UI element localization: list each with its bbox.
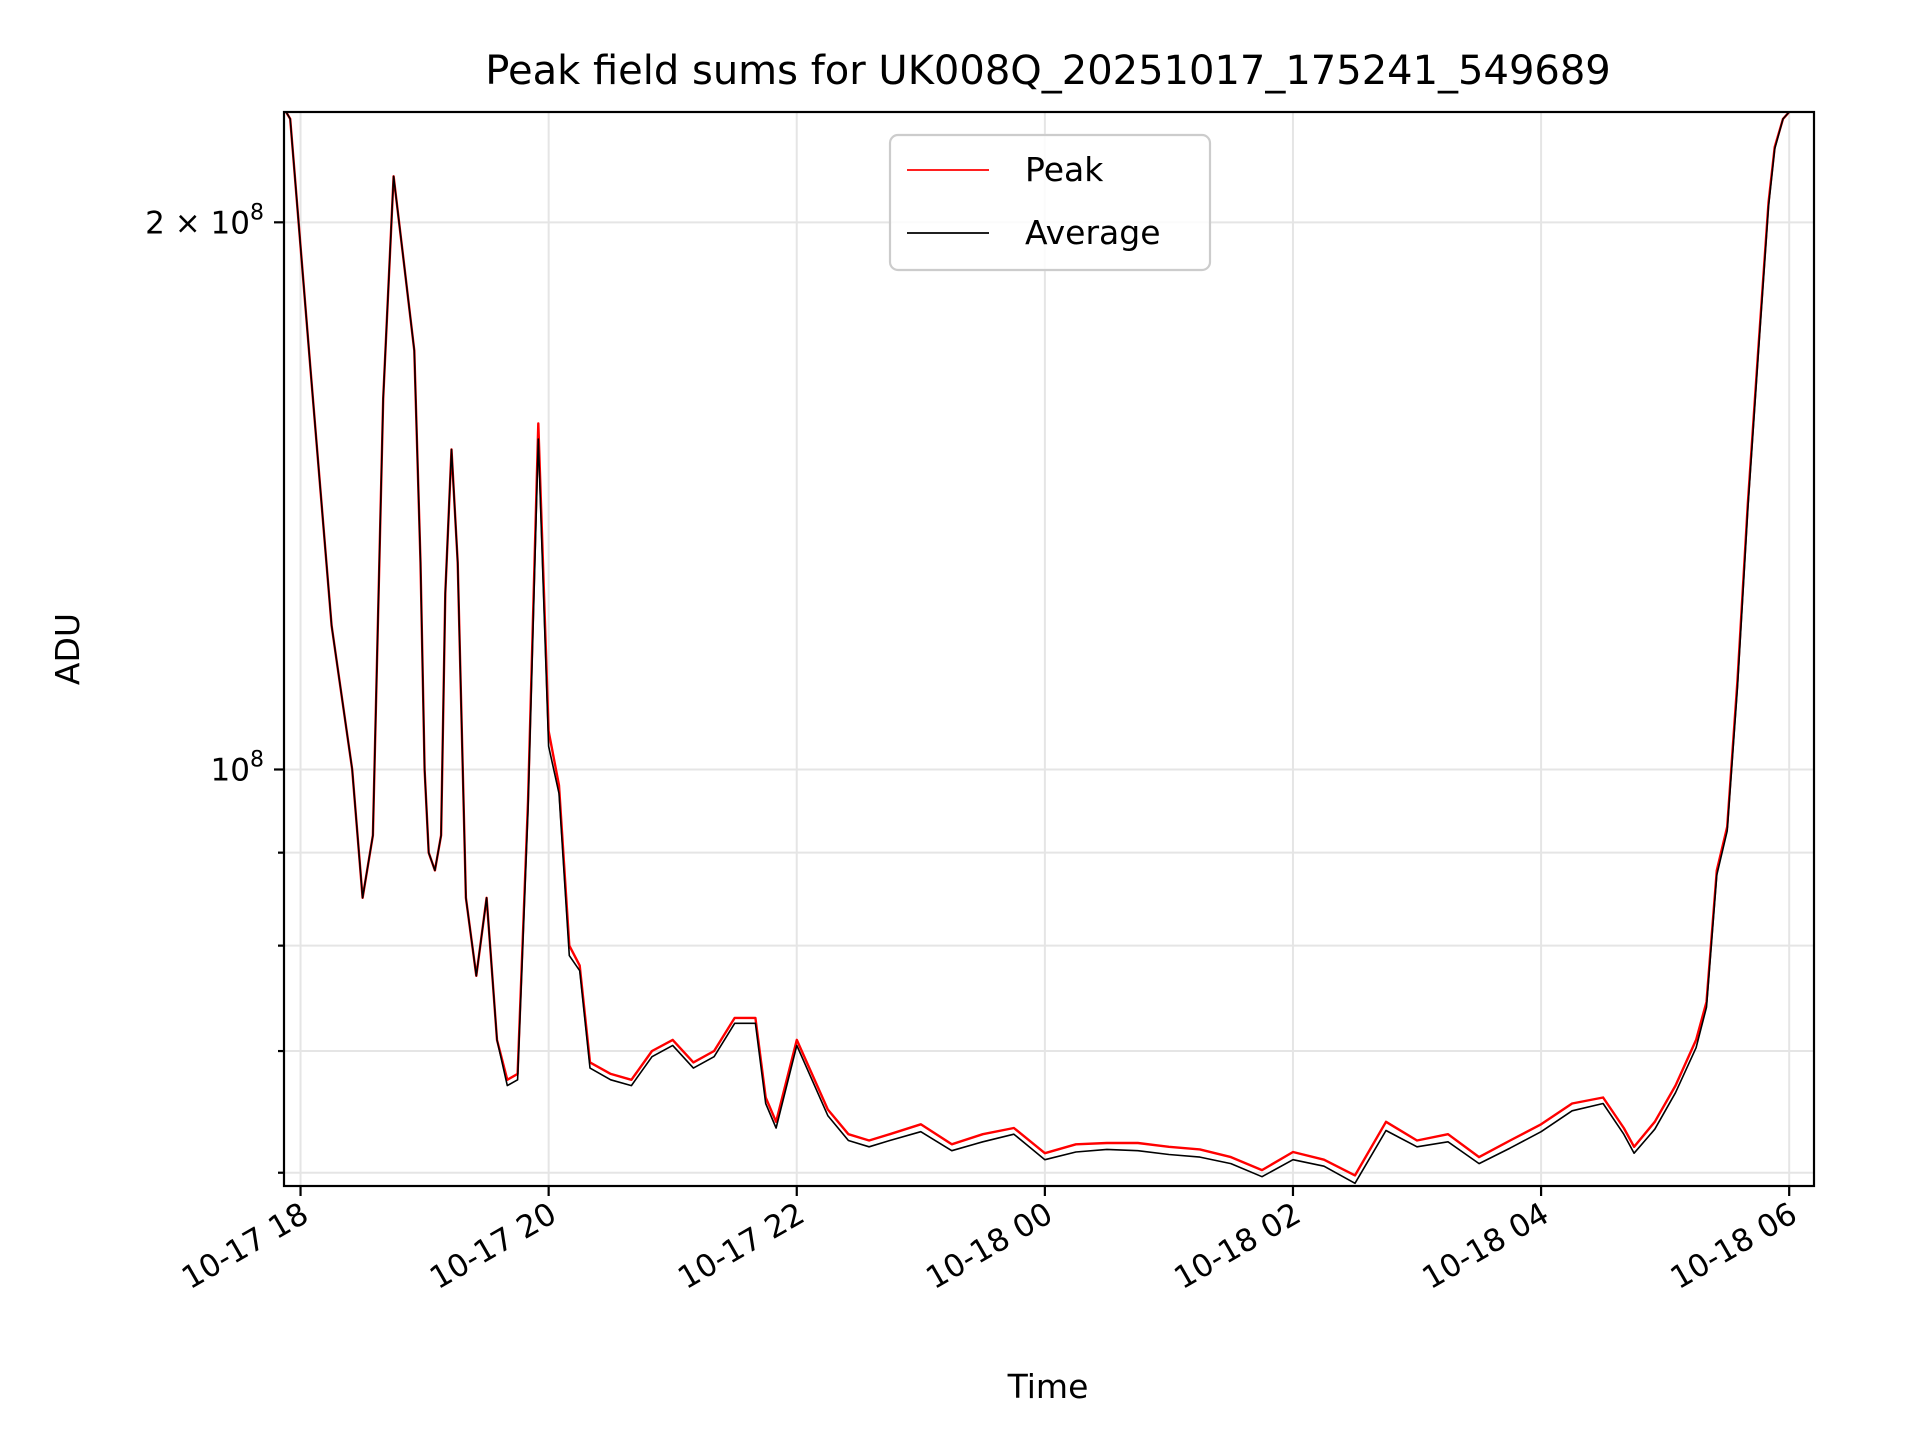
series-line-average: [285, 112, 1790, 1185]
y-tick-label: 2 × 108: [145, 200, 264, 241]
y-tick-label-base: 2 × 10: [145, 205, 250, 241]
y-tick-label-exponent: 8: [250, 747, 264, 772]
y-tick-label: 108: [211, 747, 264, 788]
legend-label-peak: Peak: [1025, 150, 1104, 189]
x-axis-label: Time: [1007, 1367, 1089, 1406]
grid-lines: [284, 112, 1814, 1186]
y-axis-label: ADU: [48, 613, 87, 685]
legend-label-average: Average: [1025, 213, 1161, 252]
legend: Peak Average: [888, 133, 1212, 272]
series-layer: [285, 112, 1791, 1185]
y-tick-label-exponent: 8: [250, 200, 264, 225]
y-tick-label-base: 10: [211, 752, 250, 788]
chart-title: Peak field sums for UK008Q_20251017_1752…: [485, 48, 1610, 94]
legend-box: [888, 133, 1212, 272]
plot-frame: [282, 110, 1816, 1188]
